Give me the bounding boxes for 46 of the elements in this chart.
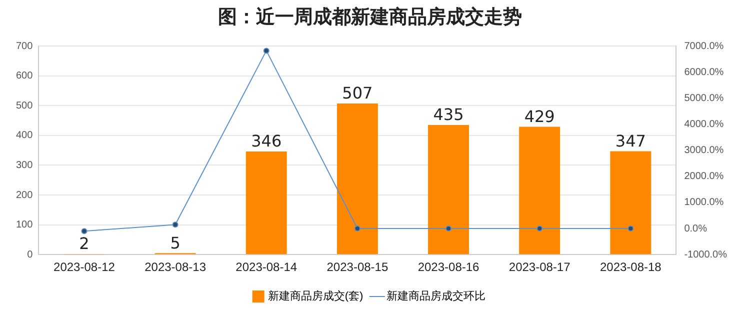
bar <box>428 124 470 254</box>
x-tick-label: 2023-08-14 <box>236 260 298 274</box>
chart-title: 图：近一周成都新建商品房成交走势 <box>217 5 523 30</box>
x-tick-label: 2023-08-13 <box>144 260 206 274</box>
point <box>172 222 178 228</box>
y2-tick-label: 3000.0% <box>684 145 724 156</box>
data-label: 347 <box>615 131 646 150</box>
data-label: 5 <box>170 233 180 252</box>
x-tick-label: 2023-08-15 <box>326 260 388 274</box>
y-tick-label: 100 <box>16 220 34 231</box>
point <box>354 226 360 232</box>
y-tick-label: 200 <box>16 190 34 201</box>
bar <box>519 126 560 254</box>
y2-tick-label: 0.0% <box>684 223 708 234</box>
x-tick-label: 2023-08-17 <box>508 260 571 274</box>
point <box>446 226 452 232</box>
x-tick-label: 2023-08-18 <box>600 260 662 274</box>
legend-label: 新建商品房成交环比 <box>386 290 486 303</box>
data-label: 507 <box>342 84 373 103</box>
data-label: 2 <box>79 234 90 254</box>
y2-tick-label: 7000.0% <box>684 40 724 52</box>
y2-tick-label: 4000.0% <box>684 118 724 130</box>
point <box>81 228 88 234</box>
y2-tick-label: 1000.0% <box>684 197 724 208</box>
y-tick-label: 0 <box>27 249 34 260</box>
y-tick-label: 300 <box>16 160 34 171</box>
y2-tick-label: 2000.0% <box>684 171 724 182</box>
x-tick-label: 2023-08-16 <box>418 260 480 274</box>
y-tick-label: 700 <box>16 40 34 52</box>
y-tick-label: 500 <box>16 100 34 112</box>
point <box>628 226 634 232</box>
y-tick-label: 600 <box>16 70 34 82</box>
data-label: 435 <box>433 105 464 124</box>
legend-label: 新建商品房成交(套) <box>268 290 364 303</box>
y-tick-label: 400 <box>16 130 34 142</box>
point <box>536 226 543 232</box>
data-label: 429 <box>524 106 555 126</box>
y2-tick-label: 6000.0% <box>684 66 724 78</box>
bar <box>336 104 378 254</box>
x-tick-label: 2023-08-12 <box>54 260 116 274</box>
data-label: 346 <box>251 132 282 151</box>
bar <box>610 151 652 254</box>
bar <box>246 151 287 254</box>
y2-tick-label: -1000.0% <box>684 249 728 260</box>
y2-tick-label: 5000.0% <box>684 92 724 104</box>
point <box>263 48 270 54</box>
